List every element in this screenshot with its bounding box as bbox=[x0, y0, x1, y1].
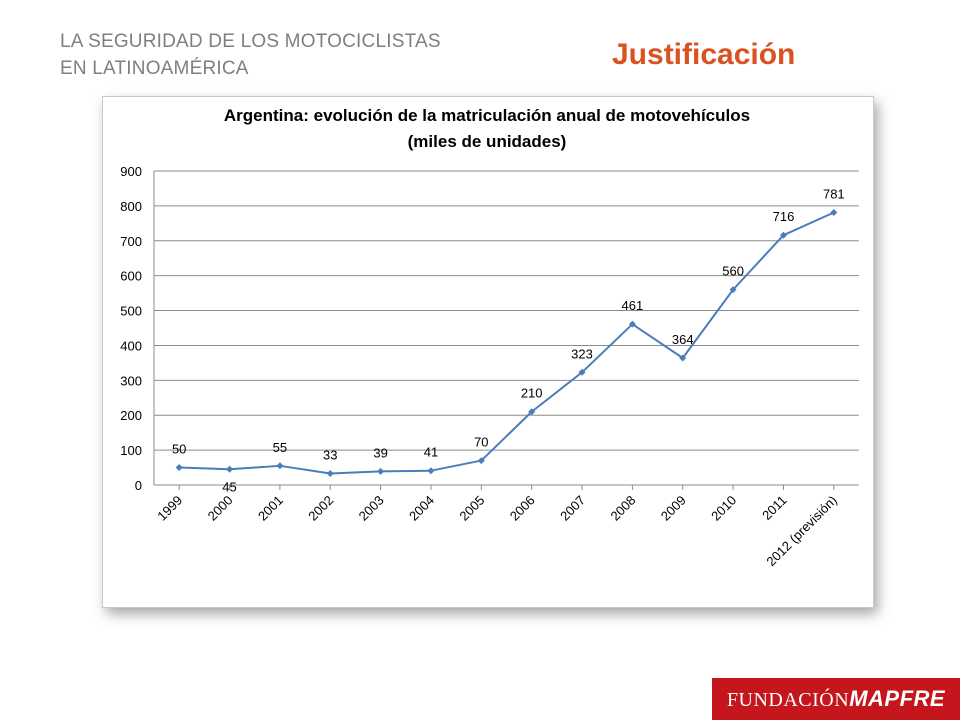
subtitle-line-2: EN LATINOAMÉRICA bbox=[60, 58, 249, 79]
data-point bbox=[326, 469, 334, 477]
data-label: 716 bbox=[773, 209, 795, 224]
data-point bbox=[679, 354, 687, 362]
data-label: 323 bbox=[571, 346, 593, 361]
label-layer: 50 45 55 33 39 41 70 210 323 461 364 560 716 781 bbox=[172, 187, 845, 495]
presentation-subtitle: LA SEGURIDAD DE LOS MOTOCICLISTAS EN LAT… bbox=[60, 28, 441, 82]
x-tick-label: 2006 bbox=[507, 493, 538, 524]
y-tick-label: 500 bbox=[120, 304, 142, 319]
y-tick-label: 300 bbox=[120, 373, 142, 388]
x-tick-label: 2007 bbox=[557, 493, 588, 524]
series-line bbox=[179, 211, 835, 475]
x-tick-label: 2011 bbox=[759, 493, 789, 523]
logo-text-mapfre: MAPFRE bbox=[849, 686, 946, 711]
data-point bbox=[578, 368, 586, 376]
data-point bbox=[276, 462, 284, 470]
data-label: 70 bbox=[474, 435, 488, 450]
data-point bbox=[729, 286, 737, 294]
chart-title-line-1: Argentina: evolución de la matriculación… bbox=[224, 106, 750, 125]
y-tick-label: 200 bbox=[120, 408, 142, 423]
data-label: 781 bbox=[823, 187, 845, 202]
x-tick-label: 2002 bbox=[305, 493, 336, 524]
data-point bbox=[779, 231, 787, 239]
data-point bbox=[830, 209, 838, 217]
axis-layer: 0 100 200 300 400 500 600 700 800 900 1999 2000 2001… bbox=[120, 164, 859, 569]
y-tick-label: 400 bbox=[120, 338, 142, 353]
x-tick-label: 1999 bbox=[154, 493, 185, 524]
data-label: 39 bbox=[373, 445, 387, 460]
x-tick-label: 2000 bbox=[205, 493, 236, 524]
data-label: 560 bbox=[722, 264, 744, 279]
y-tick-label: 700 bbox=[120, 234, 142, 249]
y-tick-label: 100 bbox=[120, 443, 142, 458]
fundacion-mapfre-logo: FUNDACIÓNMAPFRE bbox=[712, 678, 960, 720]
data-label: 45 bbox=[222, 479, 236, 494]
y-tick-label: 800 bbox=[120, 199, 142, 214]
logo-text-fundacion: FUNDACIÓN bbox=[726, 689, 850, 711]
data-point bbox=[528, 408, 536, 416]
y-tick-label: 600 bbox=[120, 269, 142, 284]
chart-frame: Argentina: evolución de la matriculación… bbox=[102, 96, 874, 608]
y-tick-label: 900 bbox=[120, 164, 142, 179]
data-label: 210 bbox=[521, 386, 543, 401]
slide-heading: Justificación bbox=[612, 38, 796, 71]
x-tick-label: 2008 bbox=[607, 493, 638, 524]
x-tick-label: 2003 bbox=[356, 493, 387, 524]
grid-layer bbox=[154, 170, 859, 451]
data-point bbox=[377, 467, 385, 475]
data-point bbox=[477, 457, 485, 465]
data-point bbox=[427, 467, 435, 475]
x-tick-label: 2005 bbox=[456, 493, 487, 524]
data-point bbox=[628, 320, 636, 328]
data-label: 55 bbox=[273, 440, 287, 455]
x-tick-label: 2004 bbox=[406, 493, 437, 524]
data-label: 50 bbox=[172, 442, 186, 457]
data-label: 364 bbox=[672, 332, 694, 347]
data-label: 461 bbox=[622, 298, 644, 313]
y-tick-label: 0 bbox=[135, 478, 142, 493]
data-label: 33 bbox=[323, 447, 337, 462]
data-point bbox=[226, 465, 234, 473]
series-layer bbox=[175, 209, 838, 477]
x-tick-label: 2001 bbox=[255, 493, 286, 524]
line-chart: Argentina: evolución de la matriculación… bbox=[120, 106, 859, 569]
data-label: 41 bbox=[424, 445, 438, 460]
subtitle-line-1: LA SEGURIDAD DE LOS MOTOCICLISTAS bbox=[60, 31, 441, 52]
x-tick-label: 2010 bbox=[708, 493, 739, 524]
data-point bbox=[175, 464, 183, 472]
chart-title-line-2: (miles de unidades) bbox=[408, 132, 567, 151]
x-tick-label: 2009 bbox=[658, 493, 689, 524]
